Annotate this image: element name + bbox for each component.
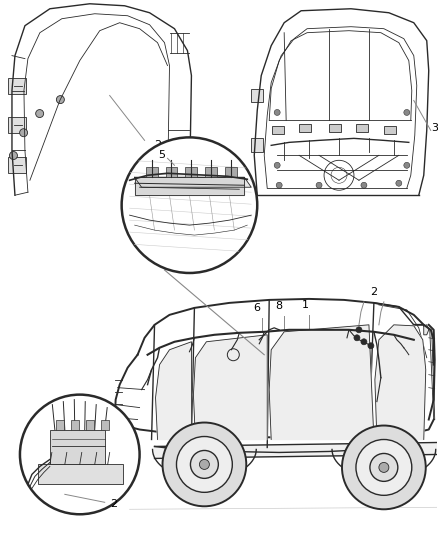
Circle shape xyxy=(361,182,367,188)
Bar xyxy=(145,167,158,177)
Circle shape xyxy=(122,138,257,273)
Bar xyxy=(101,419,109,430)
Circle shape xyxy=(10,151,18,159)
Circle shape xyxy=(35,110,44,118)
Circle shape xyxy=(379,463,389,472)
Circle shape xyxy=(356,327,362,333)
Text: 2: 2 xyxy=(371,287,378,297)
Bar xyxy=(38,464,123,484)
Circle shape xyxy=(199,459,209,470)
Bar xyxy=(8,78,26,93)
Bar xyxy=(8,117,26,133)
Text: 2: 2 xyxy=(110,499,117,510)
Circle shape xyxy=(404,163,410,168)
Text: 8: 8 xyxy=(276,301,283,311)
Circle shape xyxy=(368,343,374,349)
Text: 2: 2 xyxy=(155,140,162,150)
Bar xyxy=(71,419,79,430)
Polygon shape xyxy=(424,325,429,335)
Polygon shape xyxy=(155,342,191,440)
Circle shape xyxy=(274,163,280,168)
Bar xyxy=(331,411,347,417)
Circle shape xyxy=(354,335,360,341)
Text: 6: 6 xyxy=(254,303,261,313)
Polygon shape xyxy=(194,335,267,440)
Bar xyxy=(251,139,263,152)
Polygon shape xyxy=(155,442,438,458)
Circle shape xyxy=(342,425,426,510)
Circle shape xyxy=(276,182,282,188)
Bar xyxy=(205,167,217,177)
Bar xyxy=(56,419,64,430)
Text: 3: 3 xyxy=(431,124,438,133)
Polygon shape xyxy=(269,325,374,440)
Bar xyxy=(185,167,198,177)
Bar xyxy=(384,126,396,134)
Circle shape xyxy=(396,180,402,186)
Polygon shape xyxy=(134,177,251,187)
Polygon shape xyxy=(375,325,426,440)
Bar xyxy=(299,124,311,132)
Circle shape xyxy=(191,450,219,479)
Bar xyxy=(50,430,105,464)
Text: 5: 5 xyxy=(158,150,165,160)
Circle shape xyxy=(316,182,322,188)
Circle shape xyxy=(177,437,232,492)
Circle shape xyxy=(57,95,64,103)
Bar xyxy=(251,88,263,102)
Circle shape xyxy=(404,109,410,116)
Bar xyxy=(329,124,341,132)
Circle shape xyxy=(162,423,246,506)
Circle shape xyxy=(20,394,140,514)
Circle shape xyxy=(370,454,398,481)
Text: 1: 1 xyxy=(302,300,309,310)
Polygon shape xyxy=(404,327,415,336)
Bar xyxy=(166,167,177,177)
Bar xyxy=(272,126,284,134)
Circle shape xyxy=(361,339,367,345)
Circle shape xyxy=(274,109,280,116)
Circle shape xyxy=(20,128,28,136)
Bar xyxy=(225,167,237,177)
Polygon shape xyxy=(134,177,244,195)
Circle shape xyxy=(356,440,412,495)
Bar xyxy=(86,419,94,430)
Bar xyxy=(8,157,26,173)
Bar xyxy=(356,124,368,132)
